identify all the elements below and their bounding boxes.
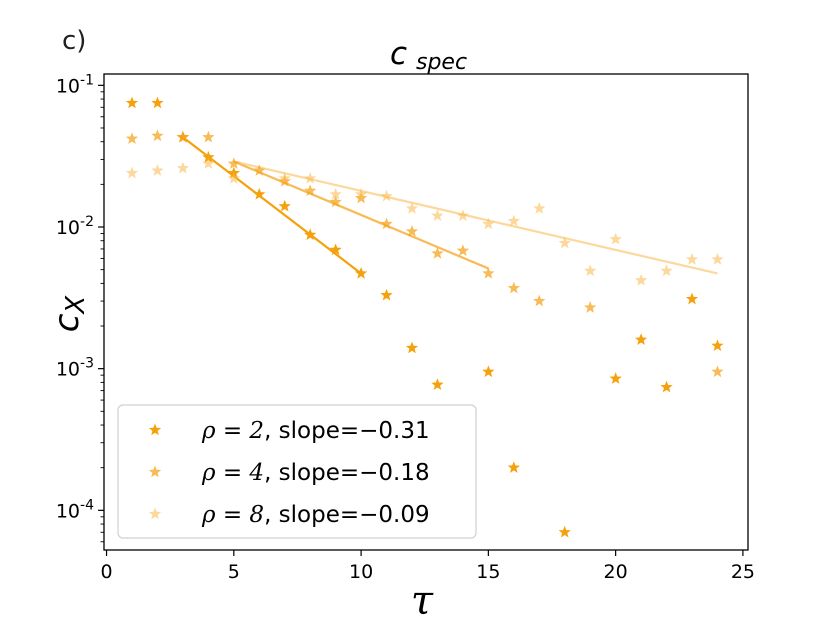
legend-entry: ρ = 8, slope=−0.09 bbox=[201, 502, 430, 528]
data-point-s1-14 bbox=[482, 266, 495, 279]
data-point-s0-19 bbox=[685, 292, 699, 305]
chart-title: c spec bbox=[390, 36, 467, 75]
panel-label: c) bbox=[62, 26, 87, 56]
fit-lines bbox=[182, 136, 718, 275]
data-point-s0-1 bbox=[151, 96, 164, 109]
data-point-s2-20 bbox=[660, 264, 673, 277]
data-point-s1-8 bbox=[329, 195, 342, 208]
data-point-s0-7 bbox=[304, 228, 317, 241]
y-axis-ticks: 10-4 10-3 10-2 10-1 bbox=[56, 72, 104, 543]
legend-marker bbox=[148, 423, 162, 436]
plot-frame bbox=[103, 73, 749, 551]
data-point-s1-4 bbox=[227, 157, 240, 169]
legend-marker bbox=[148, 507, 162, 520]
data-point-s2-7 bbox=[329, 187, 342, 200]
y-tick-label: 10-4 bbox=[56, 497, 94, 522]
axis-labels: τ cX bbox=[47, 295, 434, 622]
data-point-s0-15 bbox=[558, 525, 571, 538]
data-point-s2-12 bbox=[456, 209, 470, 222]
y-tick-label: 10-1 bbox=[56, 72, 94, 97]
data-point-s0-14 bbox=[507, 461, 520, 473]
fit-line-rho-2 bbox=[182, 136, 362, 275]
y-tick-label: 10-2 bbox=[56, 214, 94, 239]
x-axis-ticks: 0 5 10 15 20 25 bbox=[100, 550, 755, 583]
data-point-s2-10 bbox=[405, 202, 419, 214]
data-point-s2-9 bbox=[380, 189, 393, 202]
data-point-s1-10 bbox=[380, 217, 393, 230]
data-point-s1-16 bbox=[533, 294, 546, 307]
x-tick-label: 0 bbox=[100, 561, 112, 583]
data-point-s0-20 bbox=[711, 339, 724, 352]
data-point-s1-2 bbox=[176, 130, 190, 143]
data-point-s2-16 bbox=[558, 236, 571, 249]
fit-line-rho-4 bbox=[233, 160, 489, 270]
data-point-s1-17 bbox=[584, 301, 597, 313]
data-point-s2-6 bbox=[304, 171, 317, 184]
data-point-s0-12 bbox=[431, 378, 444, 391]
data-point-s1-3 bbox=[202, 130, 215, 143]
legend-marker bbox=[148, 465, 162, 478]
data-point-s1-5 bbox=[253, 164, 266, 176]
data-point-s2-19 bbox=[634, 273, 648, 286]
data-point-s1-0 bbox=[125, 132, 139, 144]
title-main: c bbox=[390, 36, 407, 72]
data-point-s2-4 bbox=[227, 171, 240, 184]
fit-line-rho-8 bbox=[233, 160, 718, 275]
data-point-s1-7 bbox=[304, 184, 317, 197]
legend-entry: ρ = 2, slope=−0.31 bbox=[201, 418, 430, 444]
data-point-s2-22 bbox=[711, 252, 724, 265]
data-point-s1-18 bbox=[711, 365, 724, 378]
data-point-s2-3 bbox=[202, 157, 215, 169]
data-point-s2-17 bbox=[584, 264, 597, 277]
data-point-s0-11 bbox=[405, 341, 419, 354]
data-point-s0-5 bbox=[253, 187, 266, 200]
x-tick-label: 15 bbox=[476, 561, 500, 583]
data-points bbox=[125, 96, 724, 538]
data-point-s1-12 bbox=[431, 247, 444, 259]
data-point-s2-18 bbox=[609, 232, 622, 245]
x-tick-label: 5 bbox=[228, 561, 240, 583]
data-point-s2-1 bbox=[151, 164, 164, 176]
data-point-s2-11 bbox=[431, 209, 444, 222]
y-axis-label: cX bbox=[47, 295, 91, 333]
data-point-s0-3 bbox=[202, 150, 215, 163]
data-point-s0-16 bbox=[609, 372, 622, 384]
data-point-s2-21 bbox=[685, 252, 699, 265]
data-point-s0-13 bbox=[482, 365, 495, 378]
data-point-s2-13 bbox=[482, 217, 495, 230]
legend-box bbox=[117, 404, 477, 539]
data-point-s0-9 bbox=[354, 266, 368, 279]
data-point-s0-6 bbox=[278, 199, 291, 212]
data-point-s0-18 bbox=[660, 380, 673, 393]
data-point-s1-11 bbox=[405, 224, 419, 237]
data-point-s0-10 bbox=[380, 288, 393, 301]
data-point-s0-17 bbox=[634, 333, 648, 346]
data-point-s1-13 bbox=[456, 244, 470, 256]
y-tick-label: 10-3 bbox=[56, 356, 94, 381]
data-point-s1-15 bbox=[507, 281, 520, 294]
data-point-s2-0 bbox=[125, 166, 139, 179]
data-point-s0-0 bbox=[125, 96, 139, 109]
title-sub: spec bbox=[416, 50, 467, 75]
data-point-s2-2 bbox=[176, 161, 190, 174]
x-axis-label: τ bbox=[411, 578, 434, 622]
data-point-s2-15 bbox=[533, 202, 546, 214]
x-tick-label: 25 bbox=[731, 561, 755, 583]
data-point-s2-14 bbox=[507, 214, 520, 227]
legend: ρ = 2, slope=−0.31 ρ = 4, slope=−0.18 ρ = … bbox=[117, 404, 477, 539]
legend-entry: ρ = 4, slope=−0.18 bbox=[201, 460, 430, 486]
x-tick-label: 20 bbox=[604, 561, 628, 583]
data-point-s1-9 bbox=[354, 191, 368, 204]
data-point-s0-8 bbox=[329, 243, 342, 256]
x-tick-label: 10 bbox=[349, 561, 373, 583]
data-point-s2-5 bbox=[278, 171, 291, 184]
data-point-s1-1 bbox=[151, 129, 164, 142]
data-point-s2-8 bbox=[354, 187, 368, 200]
